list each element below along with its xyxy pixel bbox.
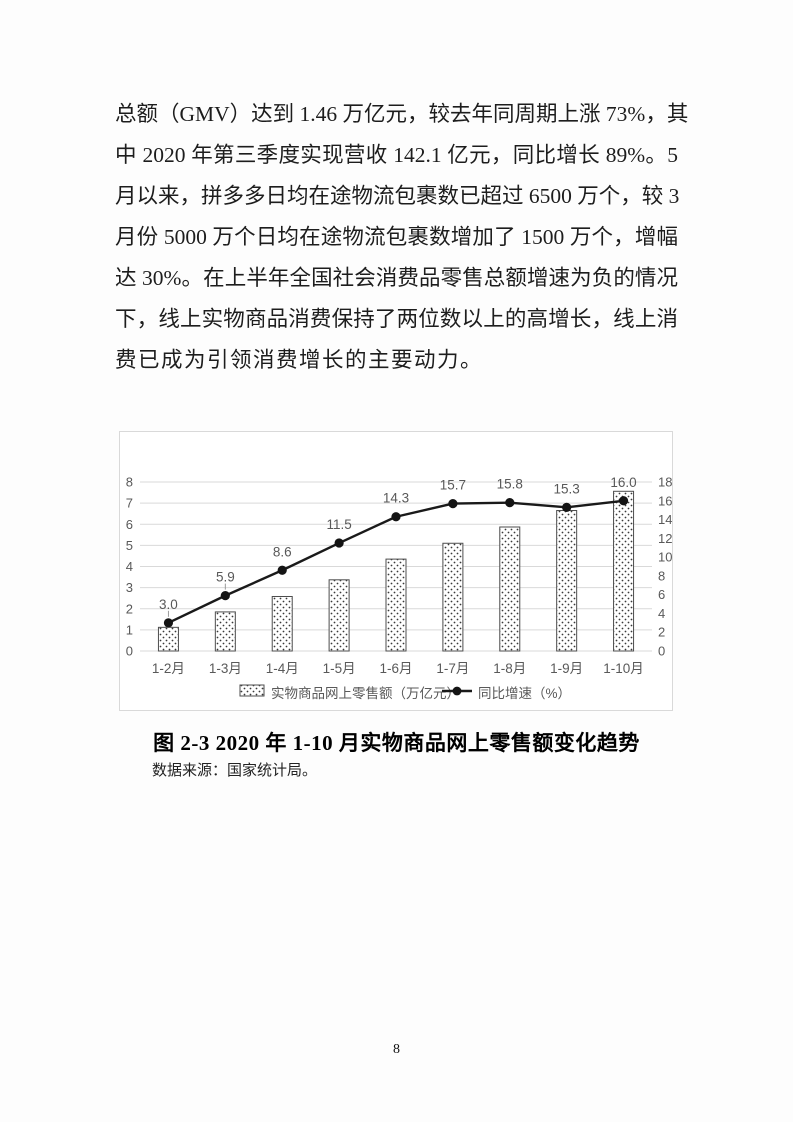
paragraph-line: 费已成为引领消费增长的主要动力。	[115, 348, 484, 372]
legend-line-marker	[452, 686, 462, 696]
paragraph-line: 下，线上实物商品消费保持了两位数以上的高增长，线上消	[115, 307, 678, 331]
legend-bar-label: 实物商品网上零售额（万亿元）	[271, 686, 460, 701]
retail-sales-figure: 0 1 2 3 4 5 6 7 8 0 2 4 6 8 10 12 14 16 18 1-2月 1-3月 1-4月 1-5月…	[119, 431, 673, 711]
line-marker	[277, 565, 287, 575]
x-axis-tick: 1-3月	[209, 661, 242, 676]
left-axis-tick: 1	[126, 622, 133, 637]
right-axis-tick: 4	[658, 606, 665, 621]
x-axis-tick: 1-8月	[493, 661, 526, 676]
bar-1-4月	[271, 595, 293, 652]
right-axis-tick: 14	[658, 512, 672, 527]
line-marker	[448, 498, 458, 509]
left-axis-tick: 6	[126, 517, 133, 532]
data-label: 15.8	[497, 477, 523, 492]
paragraph-line: 月份 5000 万个日均在途物流包裹数增加了 1500 万个，增幅	[115, 225, 678, 249]
data-label: 15.3	[554, 481, 580, 496]
data-label: 16.0	[610, 475, 636, 490]
data-source-note: 数据来源：国家统计局。	[152, 763, 318, 779]
line-marker	[163, 618, 174, 628]
data-label: 11.5	[326, 517, 351, 532]
right-axis-tick: 8	[658, 568, 665, 583]
bar-1-8月	[499, 526, 521, 652]
x-axis-tick: 1-5月	[323, 661, 356, 676]
paragraph-line: 中 2020 年第三季度实现营收 142.1 亿元，同比增长 89%。5	[115, 143, 678, 167]
bar-1-2月	[157, 626, 179, 652]
bar-1-3月	[214, 611, 236, 652]
x-axis-tick: 1-6月	[379, 661, 412, 676]
left-axis-tick: 7	[126, 496, 133, 511]
right-axis-tick: 18	[658, 475, 672, 490]
page-number: 8	[393, 1042, 400, 1057]
line-marker	[562, 502, 572, 512]
line-marker	[391, 512, 401, 522]
line-marker	[334, 538, 344, 548]
right-axis-tick: 12	[658, 531, 672, 546]
x-axis-tick: 1-7月	[436, 661, 469, 676]
paragraph-line: 总额（GMV）达到 1.46 万亿元，较去年同周期上涨 73%，其	[115, 102, 689, 126]
legend-bar-swatch	[239, 684, 265, 697]
data-label: 14.3	[383, 491, 409, 506]
right-axis-tick: 10	[658, 550, 672, 565]
right-axis-tick: 2	[658, 625, 665, 640]
right-axis-tick: 16	[658, 493, 672, 508]
bar-1-6月	[385, 558, 407, 652]
left-axis-tick: 2	[126, 601, 133, 616]
line-marker	[618, 496, 629, 506]
line-marker	[220, 591, 230, 601]
line-marker	[505, 498, 515, 508]
bar-1-5月	[328, 579, 350, 652]
x-axis-tick: 1-9月	[550, 661, 583, 676]
x-axis-tick: 1-4月	[266, 661, 299, 676]
paragraph-line: 月以来，拼多多日均在途物流包裹数已超过 6500 万个，较 3	[115, 184, 680, 208]
bar-1-9月	[556, 510, 578, 652]
left-axis-tick: 3	[126, 580, 133, 595]
data-label: 5.9	[216, 570, 235, 585]
legend-line-label: 同比增速（%）	[478, 686, 571, 701]
right-axis-tick: 6	[658, 587, 665, 602]
figure-caption: 图 2-3 2020 年 1-10 月实物商品网上零售额变化趋势	[153, 731, 640, 755]
bar-1-10月	[613, 490, 635, 652]
left-axis-tick: 8	[126, 475, 133, 490]
bar-1-7月	[442, 542, 464, 652]
data-label: 8.6	[273, 544, 292, 559]
body-paragraph: 总额（GMV）达到 1.46 万亿元，较去年同周期上涨 73%，其 中 2020…	[115, 94, 689, 381]
left-axis-tick: 5	[126, 538, 133, 553]
right-axis-tick: 0	[658, 644, 665, 659]
x-axis-tick: 1-10月	[603, 661, 644, 676]
data-label: 3.0	[159, 597, 178, 612]
paragraph-line: 达 30%。在上半年全国社会消费品零售总额增速为负的情况	[115, 266, 678, 290]
left-axis-tick: 4	[126, 559, 133, 574]
x-axis-tick: 1-2月	[152, 661, 185, 676]
data-label: 15.7	[440, 478, 466, 493]
chart-legend: 实物商品网上零售额（万亿元） 同比增速（%）	[239, 684, 571, 701]
left-axis-tick: 0	[126, 644, 133, 659]
